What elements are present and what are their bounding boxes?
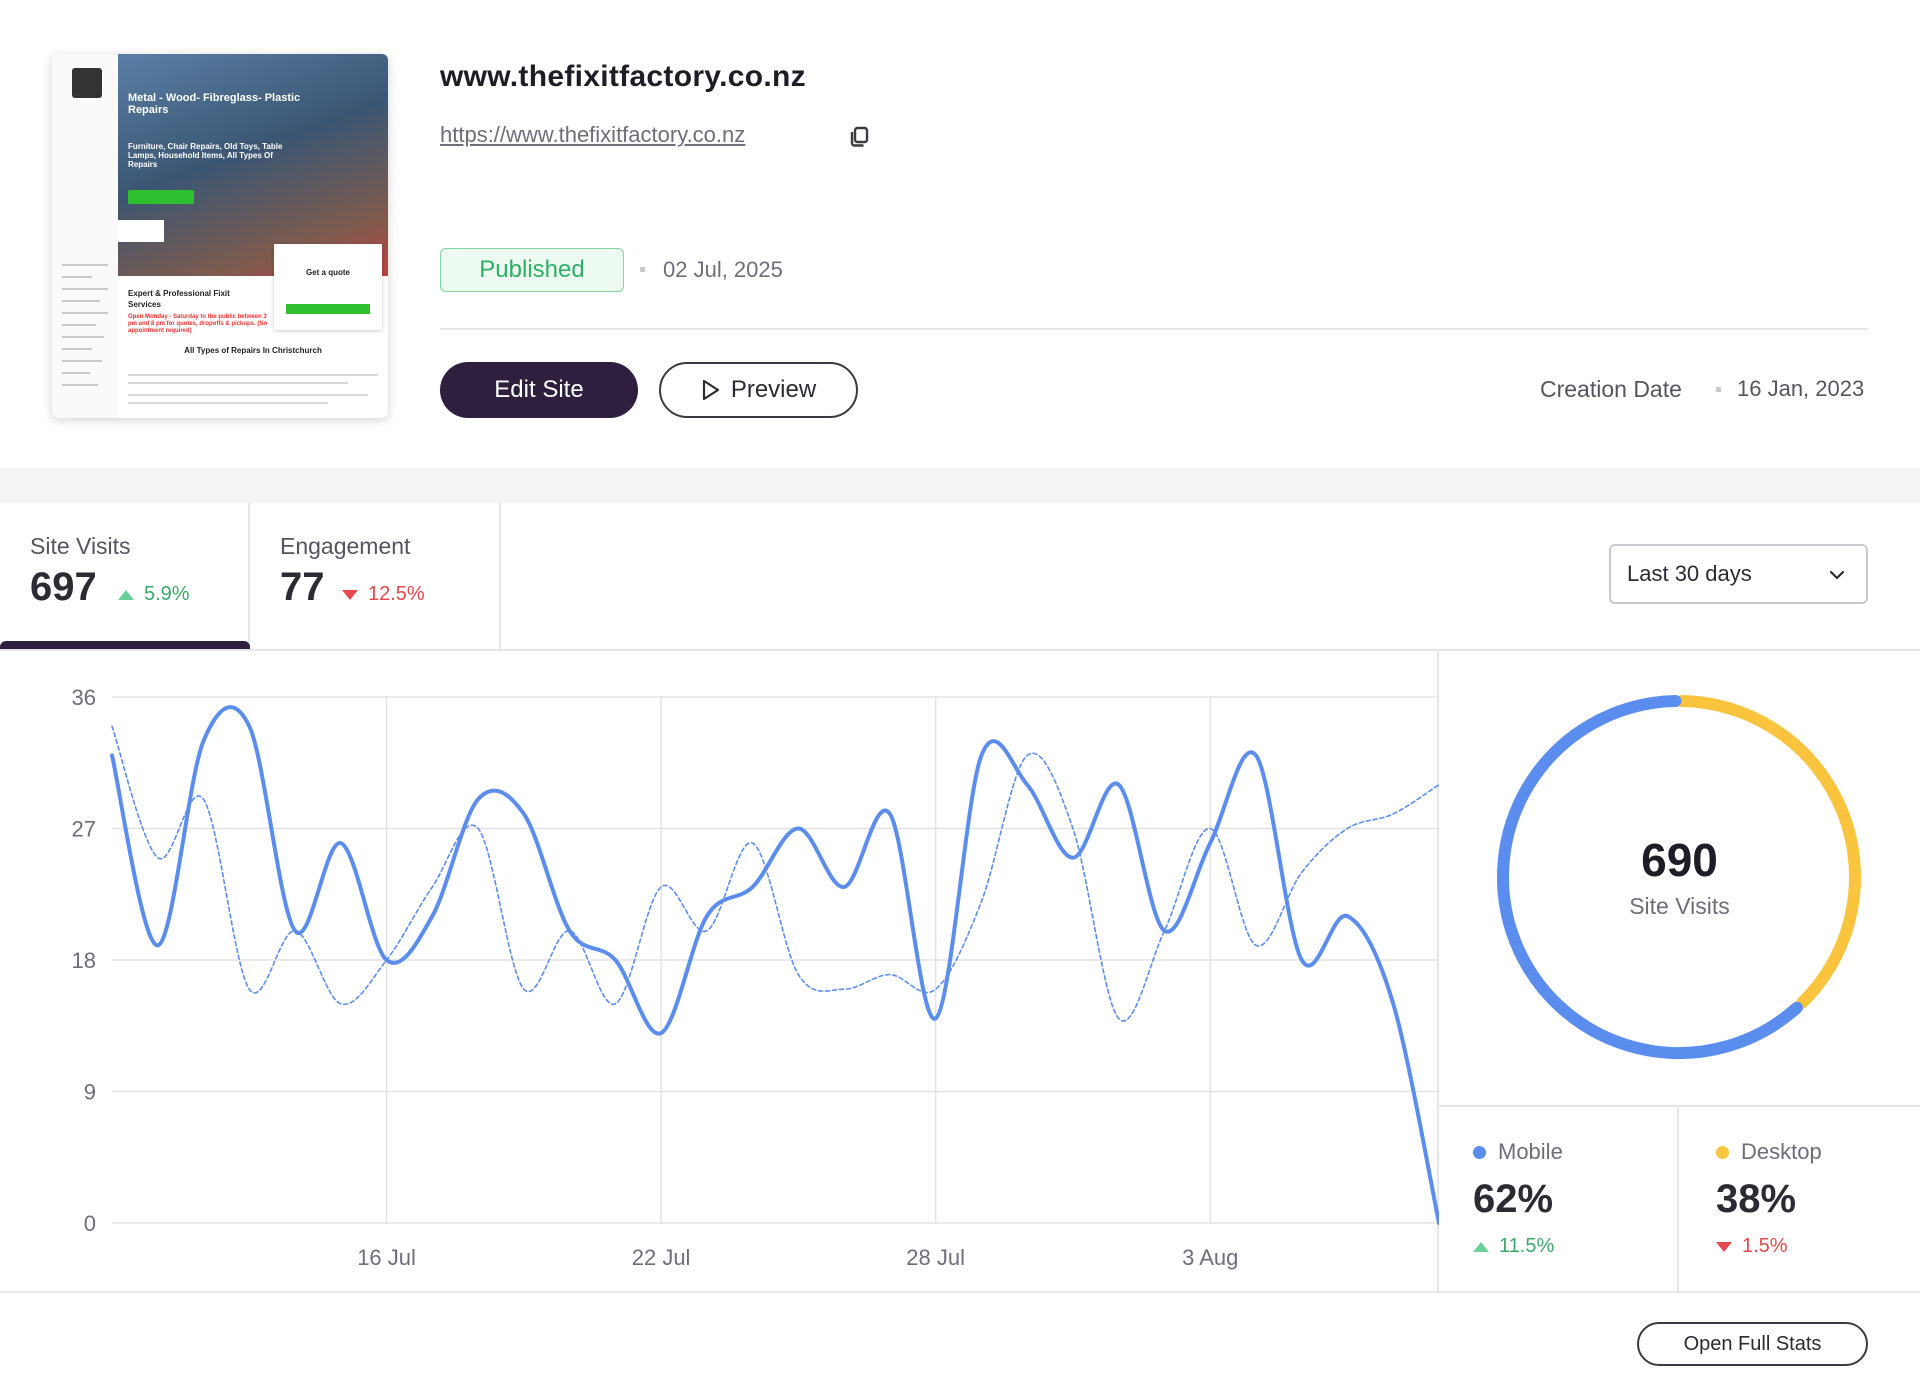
divider xyxy=(440,328,1868,330)
x-tick-label: 28 Jul xyxy=(906,1245,965,1270)
device-change: 11.5% xyxy=(1473,1235,1554,1258)
thumb-nav-line xyxy=(62,288,108,290)
legend-dot-desktop xyxy=(1716,1145,1729,1159)
arrow-down-icon xyxy=(342,589,358,600)
tab-change: 12.5% xyxy=(342,583,425,606)
device-change-value: 1.5% xyxy=(1742,1235,1788,1257)
y-tick-label: 0 xyxy=(84,1211,96,1236)
creation-date-value: 16 Jan, 2023 xyxy=(1737,376,1865,401)
separator-dot xyxy=(1716,387,1721,392)
edit-site-button[interactable]: Edit Site xyxy=(440,362,638,418)
thumb-body-heading: All Types of Repairs In Christchurch xyxy=(184,346,322,355)
tab-change-value: 12.5% xyxy=(368,583,425,605)
device-desktop: Desktop 38% 1.5% xyxy=(1679,1107,1920,1291)
thumb-nav-line xyxy=(62,300,100,302)
thumb-nav-line xyxy=(62,276,92,278)
x-tick-label: 3 Aug xyxy=(1182,1245,1238,1270)
series-line-current xyxy=(110,705,1439,1225)
creation-date-label: Creation Date xyxy=(1540,376,1682,402)
tabs-border xyxy=(0,649,1920,651)
device-value: 38% xyxy=(1716,1177,1797,1221)
thumb-nav-line xyxy=(62,324,96,326)
thumb-body-hours: Open Monday - Saturday to the public bet… xyxy=(128,314,268,334)
donut-total-value: 690 xyxy=(1641,834,1718,886)
x-tick-label: 16 Jul xyxy=(357,1245,416,1270)
tab-label: Site Visits xyxy=(30,533,131,559)
date-range-select[interactable]: Last 30 days xyxy=(1609,544,1868,604)
tab-site-visits[interactable]: Site Visits 697 5.9% xyxy=(0,503,250,649)
device-label: Desktop xyxy=(1716,1139,1822,1165)
y-tick-label: 9 xyxy=(84,1080,96,1105)
thumb-quote-button xyxy=(286,304,370,314)
arrow-down-icon xyxy=(1716,1241,1732,1252)
thumb-quote-box: Get a quote xyxy=(274,244,382,330)
donut-chart-svg xyxy=(1497,695,1861,1059)
device-mobile: Mobile 62% 11.5% xyxy=(1439,1107,1679,1291)
device-donut: 690 Site Visits xyxy=(1439,651,1920,1107)
stats-panel: Site Visits 697 5.9% Engagement 77 12.5%… xyxy=(0,503,1920,1398)
date-range-value: Last 30 days xyxy=(1627,561,1752,586)
device-change: 1.5% xyxy=(1716,1235,1788,1258)
tab-value: 77 xyxy=(280,565,325,609)
y-tick-label: 36 xyxy=(72,685,96,710)
device-label-text: Desktop xyxy=(1741,1139,1822,1164)
thumb-nav-line xyxy=(62,360,102,362)
status-badge: Published xyxy=(440,248,624,292)
thumb-nav-line xyxy=(62,312,108,314)
tab-change-value: 5.9% xyxy=(144,583,190,605)
series-line-previous xyxy=(111,725,1439,1022)
thumb-nav-line xyxy=(62,372,90,374)
tab-change: 5.9% xyxy=(118,583,190,606)
thumb-nav-line xyxy=(62,264,108,266)
thumb-sidebar xyxy=(52,54,118,418)
open-full-stats-button[interactable]: Open Full Stats xyxy=(1637,1322,1868,1366)
thumb-quote-title: Get a quote xyxy=(305,268,350,277)
active-tab-indicator xyxy=(0,641,250,649)
site-title: www.thefixitfactory.co.nz xyxy=(440,60,806,93)
site-card: Metal - Wood- Fibreglass- Plastic Repair… xyxy=(0,0,1920,468)
tab-value: 697 xyxy=(30,565,97,609)
preview-label: Preview xyxy=(730,376,817,403)
thumb-nav-line xyxy=(62,336,104,338)
thumb-nav-line xyxy=(62,384,98,386)
chevron-down-icon xyxy=(1829,570,1845,580)
published-date: 02 Jul, 2025 xyxy=(663,257,783,282)
preview-button[interactable]: Preview xyxy=(659,362,858,418)
donut-segment-mobile xyxy=(1497,695,1803,1059)
play-icon xyxy=(702,379,719,401)
y-tick-label: 27 xyxy=(72,817,96,842)
device-row-border xyxy=(1439,1105,1920,1107)
thumb-text-line xyxy=(128,402,328,404)
thumb-body-title: Expert & Professional Fixit Services xyxy=(128,289,230,309)
copy-icon[interactable] xyxy=(846,124,872,150)
legend-dot-mobile xyxy=(1473,1145,1486,1159)
tab-engagement[interactable]: Engagement 77 12.5% xyxy=(250,503,501,649)
device-value: 62% xyxy=(1473,1177,1554,1221)
thumb-text-line xyxy=(128,374,378,376)
thumb-nav-line xyxy=(62,348,92,350)
separator-dot xyxy=(640,267,645,272)
thumb-text-line xyxy=(128,382,348,384)
y-tick-label: 18 xyxy=(72,948,96,973)
arrow-up-icon xyxy=(1473,1241,1489,1252)
arrow-up-icon xyxy=(118,589,134,600)
device-label-text: Mobile xyxy=(1498,1139,1563,1164)
donut-total-label: Site Visits xyxy=(1629,893,1730,919)
device-label: Mobile xyxy=(1473,1139,1563,1165)
site-thumbnail[interactable]: Metal - Wood- Fibreglass- Plastic Repair… xyxy=(52,54,388,418)
thumb-text-line xyxy=(128,394,368,396)
thumb-hero-sub: Furniture, Chair Repairs, Old Toys, Tabl… xyxy=(128,142,283,169)
x-tick-label: 22 Jul xyxy=(632,1245,691,1270)
chart-bottom-border xyxy=(0,1291,1920,1293)
thumb-hero-button xyxy=(128,190,194,204)
tab-label: Engagement xyxy=(280,533,411,559)
site-url-link[interactable]: https://www.thefixitfactory.co.nz xyxy=(440,122,746,147)
visits-line-chart: 0 9 18 27 36 16 Jul 22 Jul 28 Jul 3 Aug xyxy=(0,651,1439,1291)
thumb-badge xyxy=(118,220,164,242)
thumb-logo xyxy=(72,68,102,98)
thumb-hero-title: Metal - Wood- Fibreglass- Plastic Repair… xyxy=(128,92,301,116)
donut-segment-desktop xyxy=(1676,695,1861,1009)
line-chart-svg: 0 9 18 27 36 16 Jul 22 Jul 28 Jul 3 Aug xyxy=(72,685,1439,1270)
device-change-value: 11.5% xyxy=(1499,1235,1555,1257)
